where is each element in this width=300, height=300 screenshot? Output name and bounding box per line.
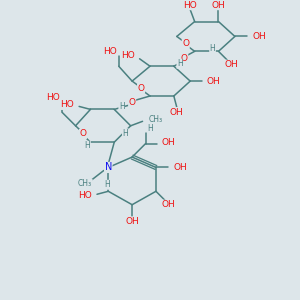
Text: O: O [129, 98, 136, 107]
Text: HO: HO [46, 93, 60, 102]
Text: OH: OH [125, 217, 139, 226]
Text: OH: OH [224, 60, 238, 69]
Text: HO: HO [121, 51, 134, 60]
Text: H: H [104, 180, 110, 189]
Text: OH: OH [162, 138, 176, 147]
Text: H: H [210, 44, 215, 53]
Text: OH: OH [170, 108, 184, 117]
Text: HO: HO [103, 47, 117, 56]
Text: HO: HO [60, 100, 74, 109]
Text: H: H [85, 141, 90, 150]
Text: HO: HO [78, 191, 92, 200]
Text: O: O [138, 84, 145, 93]
Text: CH₃: CH₃ [78, 179, 92, 188]
Text: H: H [177, 59, 183, 68]
Text: H: H [148, 124, 153, 133]
Text: HO: HO [183, 1, 197, 10]
Text: OH: OH [173, 163, 187, 172]
Text: O: O [181, 54, 188, 63]
Text: H: H [119, 102, 124, 111]
Text: O: O [80, 130, 86, 139]
Text: CH₃: CH₃ [148, 115, 163, 124]
Text: O: O [182, 39, 189, 48]
Text: OH: OH [207, 76, 220, 85]
Text: OH: OH [212, 1, 225, 10]
Text: OH: OH [162, 200, 175, 209]
Text: H: H [122, 129, 128, 138]
Text: N: N [105, 163, 112, 172]
Text: OH: OH [252, 32, 266, 41]
